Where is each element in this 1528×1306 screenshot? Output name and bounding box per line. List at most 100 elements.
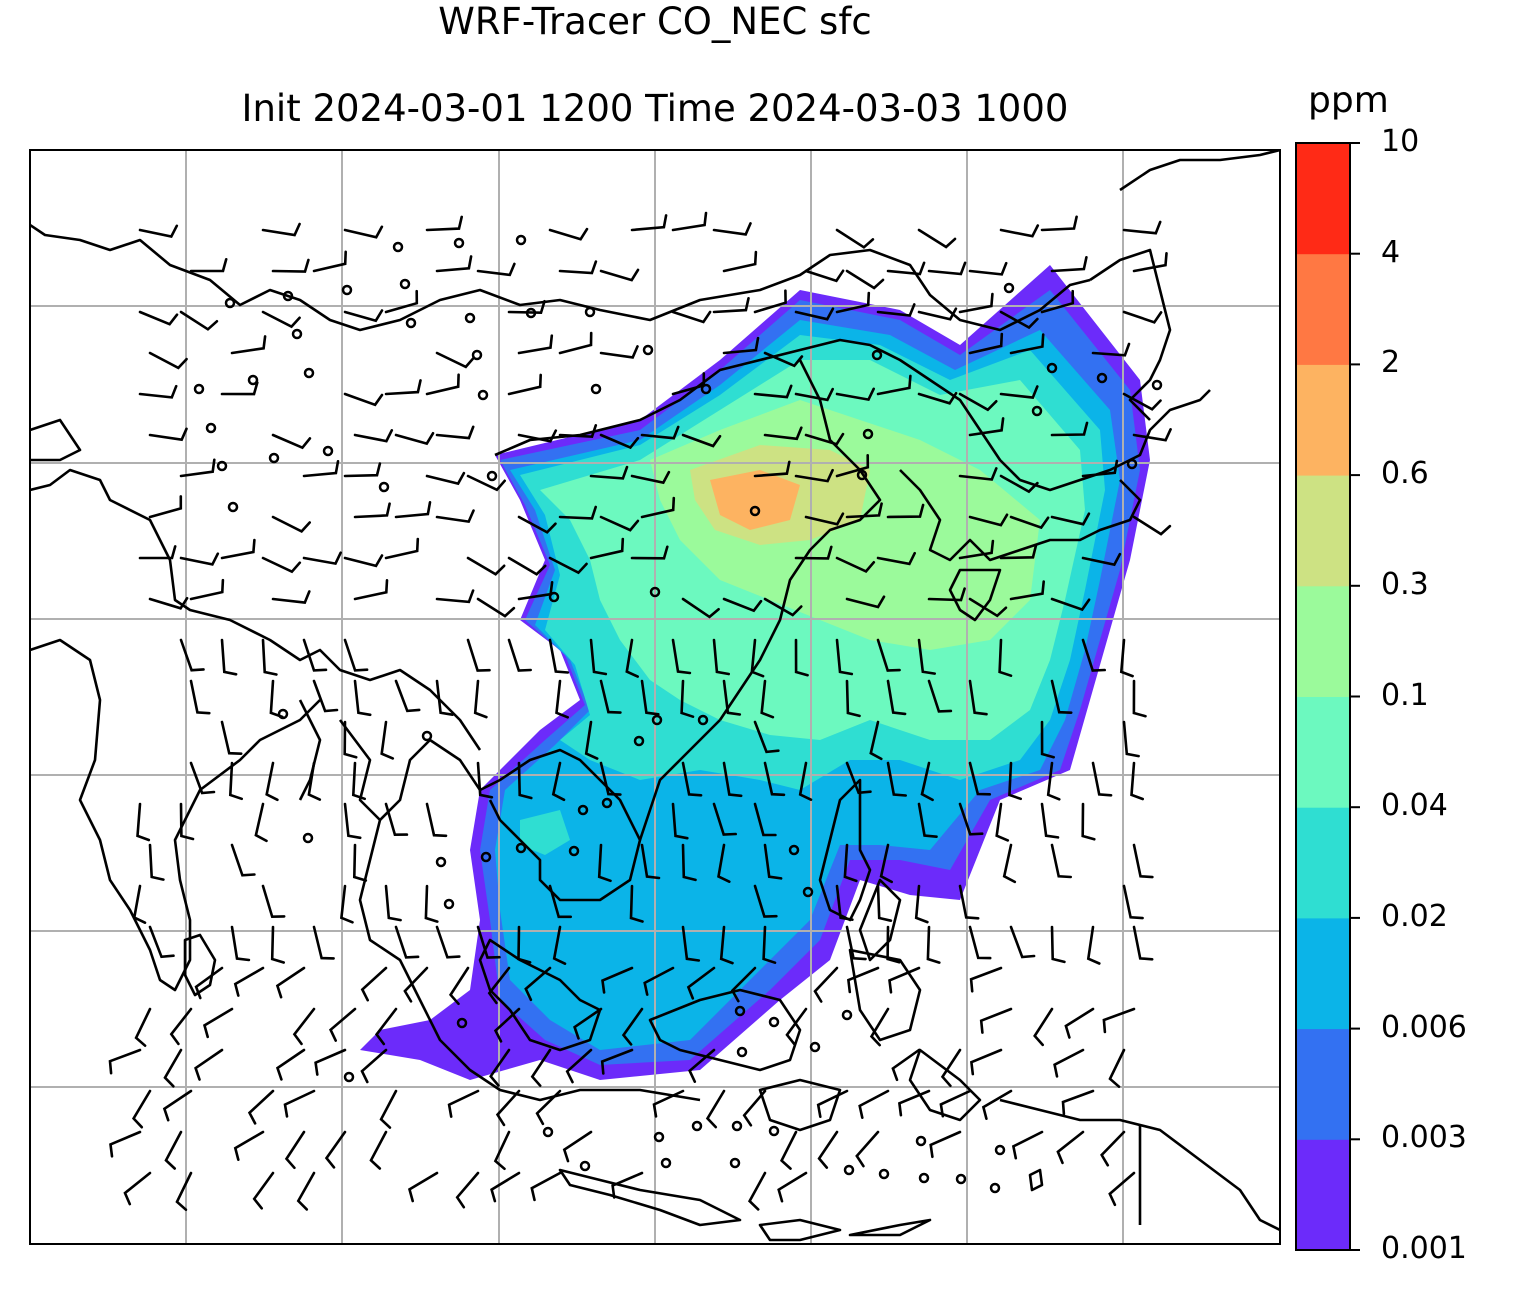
wind-barb bbox=[643, 966, 675, 996]
gridlines bbox=[30, 150, 1280, 1244]
wind-barb bbox=[302, 460, 340, 478]
wind-barb bbox=[138, 384, 178, 399]
wind-barb bbox=[681, 761, 703, 797]
colorbar bbox=[1295, 142, 1360, 1251]
wind-barb bbox=[681, 925, 701, 962]
wind-barb bbox=[270, 925, 285, 964]
wind-barb bbox=[750, 638, 765, 678]
wind-barb bbox=[271, 433, 312, 450]
wind-barb bbox=[671, 310, 712, 324]
wind-barb bbox=[138, 310, 179, 326]
wind-barb bbox=[162, 1089, 193, 1122]
wind-barb bbox=[123, 1171, 152, 1206]
wind-barb bbox=[1050, 597, 1091, 612]
calm-wind-marker bbox=[653, 1131, 665, 1143]
wind-barb bbox=[507, 373, 542, 396]
wind-barb bbox=[1132, 252, 1168, 273]
wind-barb bbox=[798, 761, 813, 801]
wind-barb bbox=[1002, 843, 1017, 884]
wind-barb bbox=[958, 539, 995, 560]
wind-barb bbox=[968, 597, 1008, 618]
wind-barb bbox=[869, 720, 883, 761]
wind-barb bbox=[220, 720, 243, 755]
wind-barb bbox=[869, 1007, 890, 1047]
wind-barb bbox=[324, 1130, 347, 1169]
wind-barb bbox=[307, 761, 322, 801]
coastlines bbox=[30, 150, 1280, 1242]
wind-barb bbox=[917, 307, 958, 321]
wind-barb bbox=[753, 884, 778, 918]
calm-wind-marker bbox=[579, 1160, 591, 1172]
wind-barb bbox=[886, 261, 926, 276]
wind-barb bbox=[269, 679, 284, 719]
colorbar-segment bbox=[1296, 1028, 1350, 1140]
wind-barb bbox=[228, 761, 243, 801]
wind-barb bbox=[1050, 679, 1073, 714]
wind-barb bbox=[384, 802, 409, 837]
wind-barb bbox=[876, 638, 901, 672]
wind-barb bbox=[968, 925, 992, 960]
wind-barb bbox=[108, 1048, 142, 1075]
wind-barb bbox=[517, 334, 554, 355]
calm-wind-marker bbox=[1126, 458, 1138, 470]
calm-wind-marker bbox=[660, 1157, 672, 1169]
wind-barb bbox=[220, 538, 256, 560]
wind-barb bbox=[394, 501, 432, 519]
wind-barb bbox=[455, 1171, 480, 1209]
wind-barb bbox=[671, 372, 706, 396]
wind-barb bbox=[1008, 761, 1022, 801]
wind-barb bbox=[1100, 1130, 1126, 1167]
colorbar-tick-label: 0.001 bbox=[1381, 1231, 1467, 1266]
wind-barb bbox=[194, 1048, 224, 1081]
wind-barb bbox=[785, 1007, 808, 1046]
wind-barb bbox=[189, 679, 211, 715]
wind-barb bbox=[1132, 843, 1154, 879]
wind-barb bbox=[490, 1171, 521, 1203]
wind-barb bbox=[968, 761, 992, 796]
wind-barb bbox=[493, 1007, 521, 1043]
colorbar-segment bbox=[1296, 143, 1350, 255]
wind-barb bbox=[1050, 925, 1066, 964]
calm-wind-marker bbox=[584, 306, 596, 318]
wind-barb bbox=[753, 802, 777, 837]
wind-barb bbox=[314, 1048, 347, 1076]
colorbar-segment bbox=[1296, 696, 1350, 808]
wind-barb bbox=[917, 391, 958, 405]
wind-barb bbox=[1009, 333, 1045, 355]
wind-barb bbox=[926, 925, 941, 964]
wind-barb bbox=[599, 679, 622, 714]
calm-wind-marker bbox=[1046, 362, 1058, 374]
wind-barb bbox=[999, 385, 1039, 400]
wind-barb bbox=[968, 261, 1008, 276]
wind-barb bbox=[712, 638, 730, 676]
wind-barb bbox=[753, 720, 780, 754]
wind-barb bbox=[845, 269, 885, 290]
calm-wind-marker bbox=[277, 708, 289, 720]
wind-barb bbox=[794, 638, 809, 677]
wind-barb bbox=[891, 1048, 921, 1082]
wind-barb bbox=[343, 802, 362, 840]
colorbar-tick-label: 4 bbox=[1381, 234, 1401, 270]
wind-barb bbox=[1086, 925, 1101, 965]
wind-barb bbox=[487, 966, 511, 1005]
wind-barb bbox=[407, 1171, 439, 1203]
wind-barb bbox=[284, 1130, 306, 1170]
wind-barb bbox=[230, 843, 256, 877]
calm-wind-marker bbox=[227, 501, 239, 513]
wind-barb bbox=[712, 802, 737, 836]
wind-barb bbox=[722, 679, 742, 716]
calm-wind-marker bbox=[216, 460, 228, 472]
wind-barb bbox=[621, 1007, 644, 1046]
wind-barb bbox=[476, 597, 516, 618]
wind-barb bbox=[630, 470, 671, 485]
calm-wind-marker bbox=[768, 1016, 780, 1028]
wind-barb bbox=[927, 679, 953, 713]
wind-barb bbox=[927, 587, 966, 602]
wind-barb bbox=[233, 966, 265, 997]
calm-wind-marker bbox=[736, 1046, 748, 1058]
wind-barb bbox=[760, 679, 775, 719]
wind-barb bbox=[302, 551, 342, 566]
wind-barb bbox=[1064, 1007, 1095, 1039]
wind-barb bbox=[548, 884, 572, 919]
wind-barb bbox=[940, 1048, 962, 1088]
